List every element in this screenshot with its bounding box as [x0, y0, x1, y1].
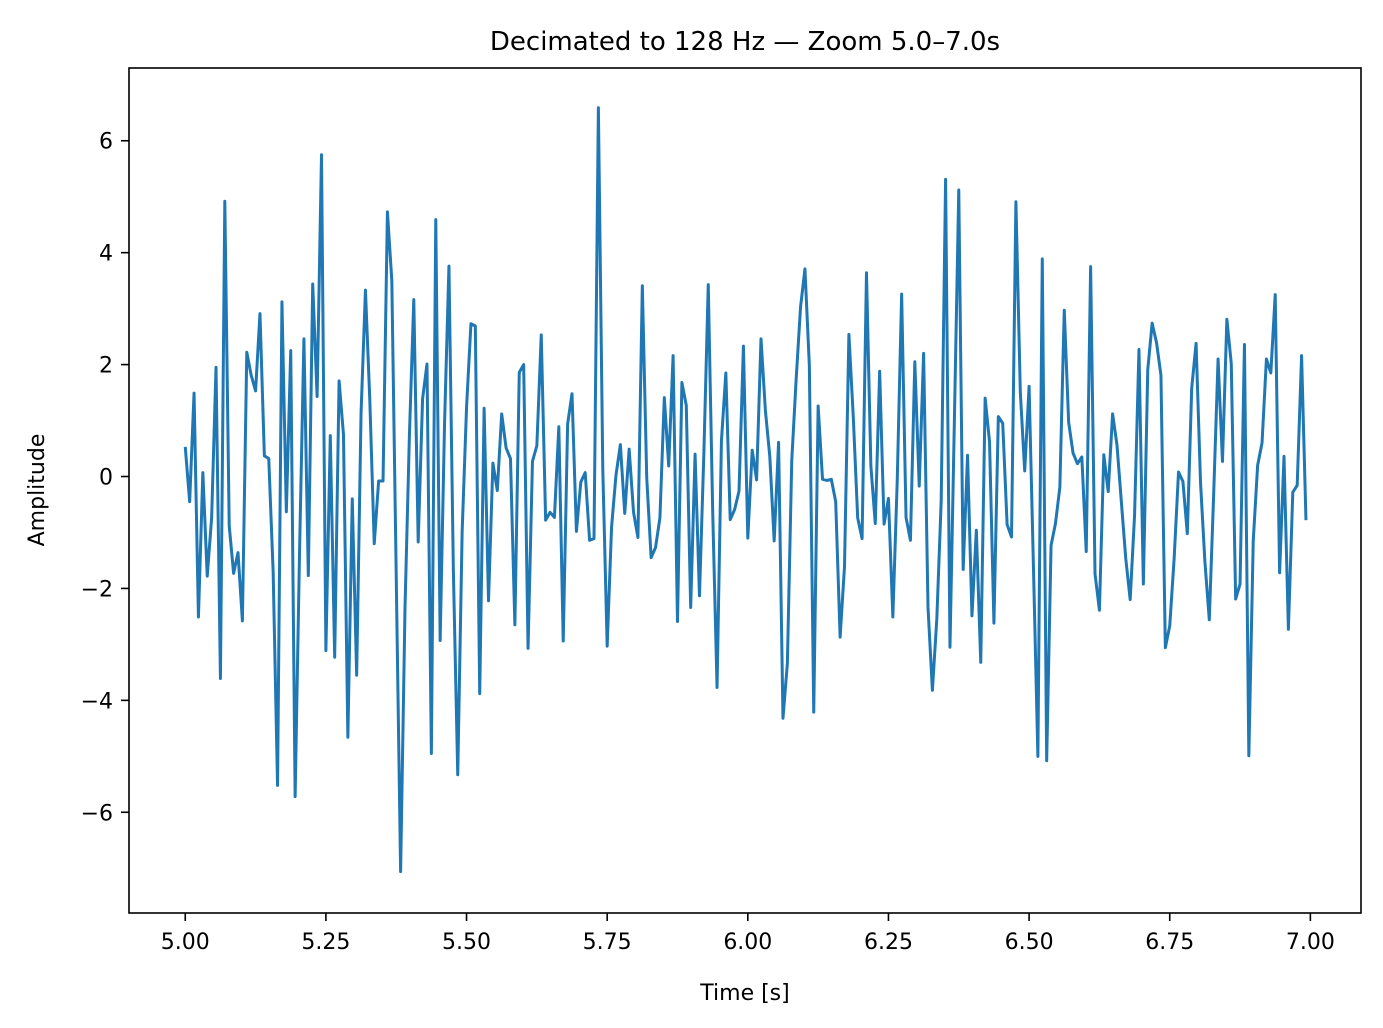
- y-tick-label: 2: [99, 354, 113, 379]
- x-axis-label: Time [s]: [699, 981, 789, 1006]
- y-axis-label: Amplitude: [25, 434, 50, 547]
- y-tick-label: 6: [99, 130, 113, 155]
- x-tick-label: 5.25: [301, 930, 350, 955]
- y-tick-label: 0: [99, 466, 113, 491]
- x-tick-label: 6.00: [723, 930, 772, 955]
- x-tick-label: 5.75: [583, 930, 632, 955]
- x-axis-ticks: 5.00 5.25 5.50 5.75 6.00 6.25 6.50 6.75 7.00: [161, 913, 1335, 955]
- y-tick-label: 4: [99, 242, 113, 267]
- plot-frame: [128, 67, 1362, 914]
- y-tick-label: −6: [81, 801, 113, 826]
- chart-title: Decimated to 128 Hz — Zoom 5.0–7.0s: [490, 27, 1000, 57]
- x-tick-label: 7.00: [1286, 930, 1335, 955]
- plot-area: [183, 106, 1308, 874]
- x-tick-label: 6.25: [864, 930, 913, 955]
- series-line: [183, 106, 1308, 874]
- y-tick-label: −4: [81, 689, 113, 714]
- x-tick-label: 6.50: [1005, 930, 1054, 955]
- y-tick-label: −2: [81, 577, 113, 602]
- x-tick-label: 6.75: [1145, 930, 1194, 955]
- x-tick-label: 5.50: [442, 930, 491, 955]
- x-tick-label: 5.00: [161, 930, 210, 955]
- y-axis-ticks: −6 −4 −2 0 2 4 6: [81, 130, 129, 826]
